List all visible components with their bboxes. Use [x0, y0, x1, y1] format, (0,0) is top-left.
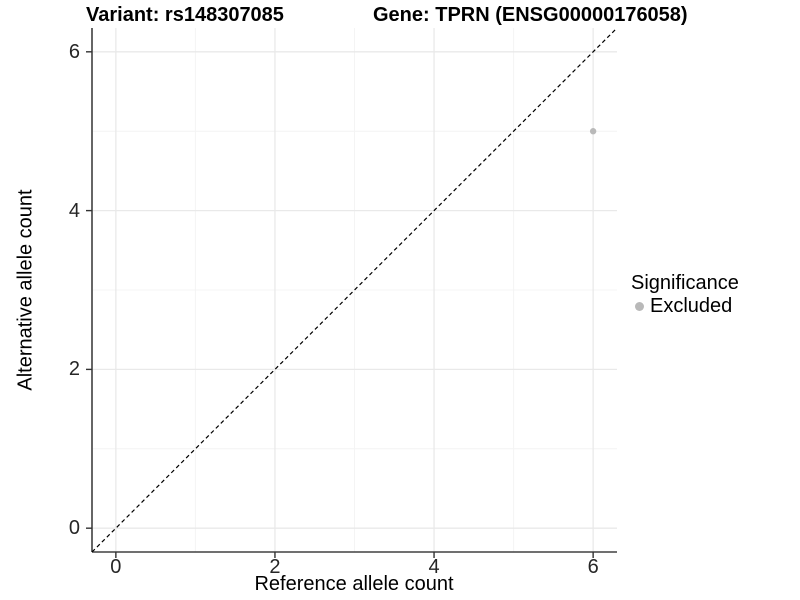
y-tick-label: 2: [68, 358, 80, 381]
data-point: [589, 128, 597, 135]
legend: Significance Excluded: [631, 271, 739, 317]
identity-dashed-line: [91, 27, 618, 553]
x-tick-label: 4: [428, 556, 440, 578]
y-tick-label: 0: [68, 517, 80, 540]
y-axis-title: Alternative allele count: [14, 189, 37, 391]
x-tick-label: 6: [587, 556, 599, 578]
x-axis-title: Reference allele count: [254, 573, 454, 595]
y-tick-label: 6: [68, 40, 80, 63]
y-tick-label: 4: [68, 199, 80, 222]
legend-item: Excluded: [631, 295, 739, 317]
legend-point-icon: [635, 301, 644, 311]
x-tick-label: 0: [110, 556, 122, 578]
variant-title: Variant: rs148307085: [86, 4, 284, 26]
legend-items: Excluded: [631, 295, 739, 317]
legend-item-label: Excluded: [650, 295, 733, 317]
gene-title: Gene: TPRN (ENSG00000176058): [373, 4, 688, 26]
legend-title: Significance: [631, 272, 739, 294]
x-tick-label: 2: [269, 556, 281, 578]
